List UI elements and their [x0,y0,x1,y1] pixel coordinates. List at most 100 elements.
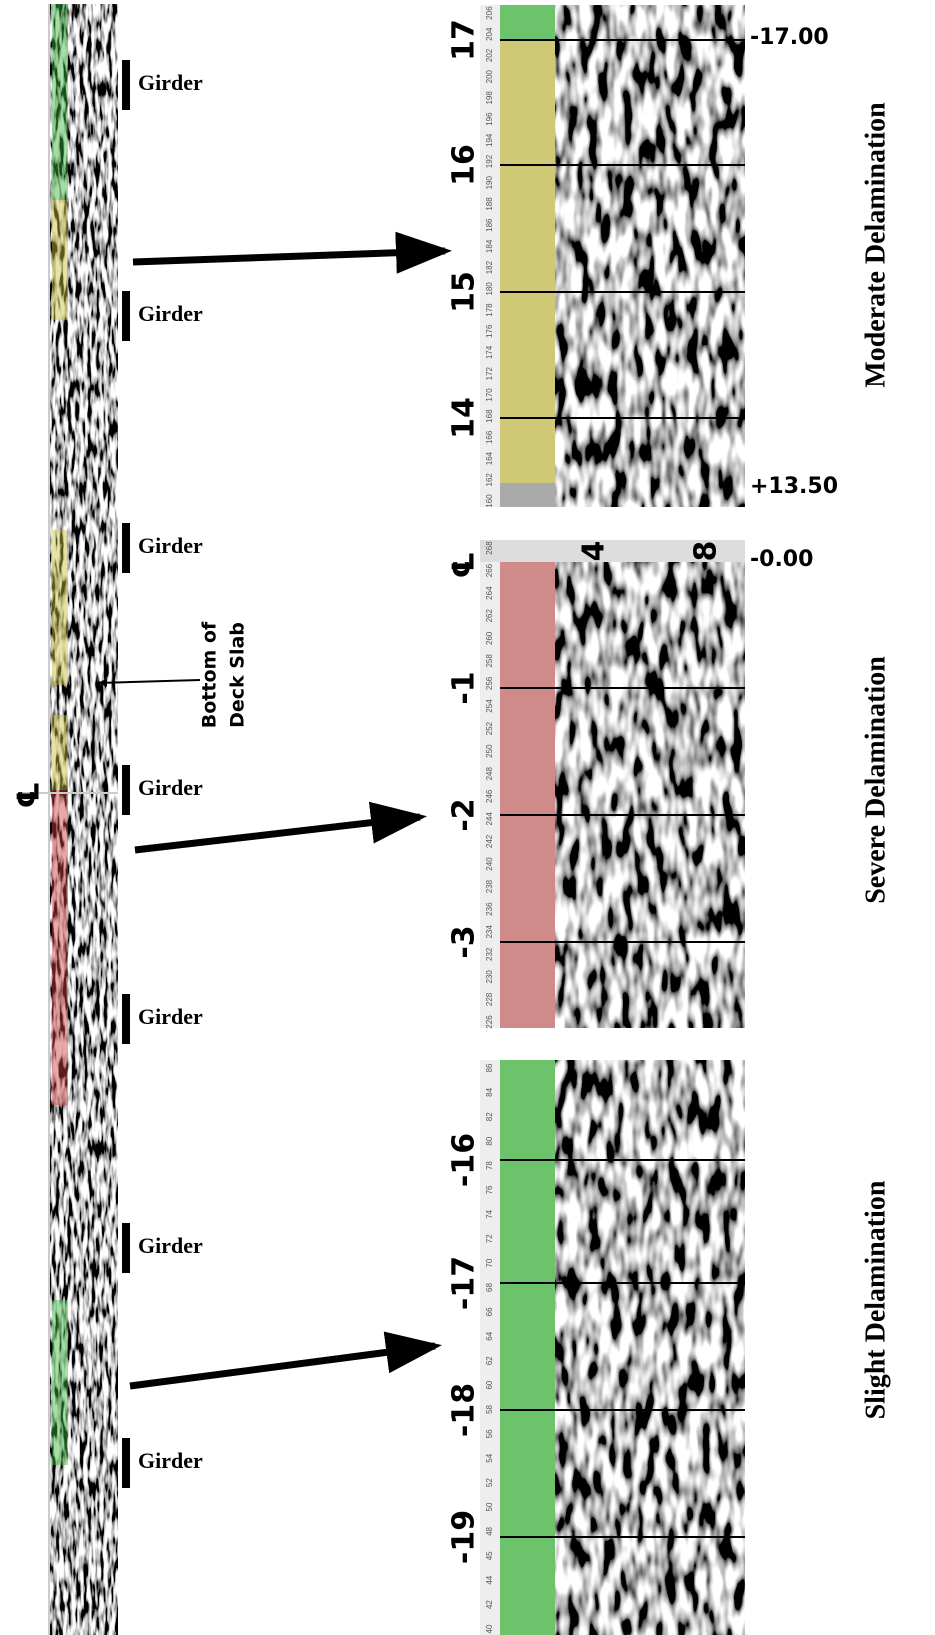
scale-label: 82 [485,1112,494,1121]
delamination-band [500,40,555,483]
scale-label: 160 [485,494,494,508]
girder-label: Girder [138,533,203,558]
scale-label: 236 [485,902,494,916]
scale-label: 230 [485,970,494,984]
scale-label: 172 [485,366,494,380]
scale-label: 234 [485,924,494,938]
scale-label: 258 [485,654,494,668]
scale-label: 60 [485,1380,494,1389]
scale-label: 50 [485,1502,494,1511]
delamination-band [500,483,555,507]
girder-bar [122,60,130,110]
girder-bar [122,1223,130,1273]
depth-label: 8 [689,541,724,562]
girder-label: Girder [138,1448,203,1473]
scale-label: 194 [485,133,494,147]
scale-label: 196 [485,112,494,126]
girder-label: Girder [138,1233,203,1258]
scale-label: 54 [485,1453,494,1462]
scale-label: 76 [485,1185,494,1194]
scale-label: 190 [485,176,494,190]
scale-label: 64 [485,1331,494,1340]
scale-label: 228 [485,992,494,1006]
scale-label: 66 [485,1307,494,1316]
scale-label: 202 [485,48,494,62]
scale-label: 174 [485,345,494,359]
girder-label: Girder [138,775,203,800]
panel-title: Severe Delamination [860,656,891,904]
figure: ℄ Girder Girder Girder Girder Girder Girder Gir… [0,0,935,1635]
scale-label: 192 [485,154,494,168]
scale-label: 74 [485,1209,494,1218]
station-label: 16 [447,144,482,186]
scale-label: 168 [485,409,494,423]
delamination-band [500,1060,555,1635]
girder-label: Girder [138,70,203,95]
scale-label: 200 [485,69,494,83]
scale-label: 58 [485,1404,494,1413]
scale-label: 48 [485,1526,494,1535]
scale-label: 78 [485,1161,494,1170]
scale-label: 188 [485,197,494,211]
scale-label: 170 [485,388,494,402]
scale-label: 244 [485,812,494,826]
radargram [555,1060,745,1635]
scale-label: 166 [485,430,494,444]
delamination-band [500,562,555,1028]
scale-label: 232 [485,947,494,961]
scale-label: 262 [485,608,494,622]
annotation-line: Deck Slab [227,622,249,728]
delamination-band [500,5,555,40]
station-label: -3 [447,925,482,958]
girder-bar [122,291,130,341]
depth-label: 4 [577,541,612,562]
station-label: 15 [447,271,482,313]
station-label: -2 [447,798,482,831]
scale-label: 182 [485,260,494,274]
scale-label: 56 [485,1429,494,1438]
scale-label: 52 [485,1478,494,1487]
girder-label: Girder [138,1004,203,1029]
girder-bar [122,523,130,573]
scale-label: 246 [485,789,494,803]
scale-label: 198 [485,91,494,105]
centerline-label: ℄ [12,782,47,809]
station-label: -1 [447,671,482,704]
radargram [555,540,745,1028]
girder-label: Girder [138,301,203,326]
scale-label: 86 [485,1063,494,1072]
scale-label: 80 [485,1136,494,1145]
scale-label: 164 [485,451,494,465]
scale-label: 248 [485,766,494,780]
station-label: -19 [447,1510,482,1564]
girder-bar [122,994,130,1044]
station-label: 17 [447,19,482,61]
panel-title: Slight Delamination [860,1180,891,1419]
scale-label: 250 [485,744,494,758]
scale-label: 254 [485,699,494,713]
scale-label: 264 [485,586,494,600]
scale-label: 226 [485,1015,494,1029]
scale-label: 178 [485,303,494,317]
girder-bar [122,765,130,815]
scale-label: 240 [485,857,494,871]
scale-label: 45 [485,1551,494,1560]
scale-label: 242 [485,834,494,848]
scale-label: 252 [485,721,494,735]
scale-label: 162 [485,473,494,487]
station-label: -17 [447,1256,482,1310]
zoom-arrows [130,251,445,1386]
end-label: -0.00 [750,547,813,572]
scale-label: 266 [485,563,494,577]
scale-label: 260 [485,631,494,645]
station-label: -18 [447,1383,482,1437]
station-label: 14 [447,397,482,439]
panel-title: Moderate Delamination [860,102,891,388]
scale-label: 184 [485,239,494,253]
end-label: +13.50 [750,474,838,499]
scale-label: 256 [485,676,494,690]
scale-label: 44 [485,1575,494,1584]
scale-label: 204 [485,27,494,41]
scale-label: 62 [485,1356,494,1365]
scale-label: 42 [485,1600,494,1609]
